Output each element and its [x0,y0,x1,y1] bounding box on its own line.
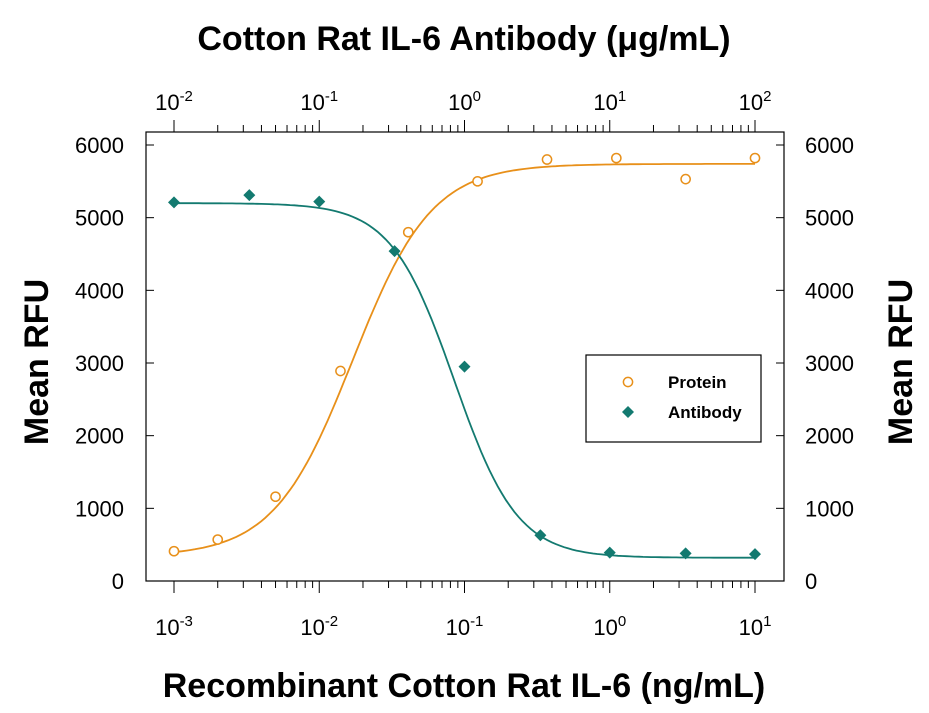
top-tick-label: 10-2 [155,88,193,115]
y-axis-label-right: Mean RFU [882,279,920,445]
right-y-tick-label: 2000 [805,424,854,449]
left-y-axis: 0 1000 2000 3000 4000 5000 6000 [75,133,154,594]
legend-antibody-marker [622,406,634,418]
point-protein [212,534,224,545]
bottom-tick-label: 10-2 [300,613,338,640]
fit-curve-protein [173,162,755,553]
left-y-tick-label: 6000 [75,133,124,158]
right-y-tick-label: 3000 [805,351,854,376]
right-y-tick-label: 4000 [805,278,854,303]
point-antibody [749,548,761,561]
left-y-tick-label: 1000 [75,496,124,521]
point-protein [335,365,346,377]
legend-antibody-label: Antibody [668,403,742,422]
point-antibody [243,189,256,202]
point-protein [270,491,281,503]
point-protein [680,173,691,185]
left-y-tick-label: 3000 [75,351,124,376]
top-tick-label: 10-1 [300,88,338,115]
top-tick-label: 101 [593,88,626,115]
right-y-tick-label: 6000 [805,133,854,158]
chart-title: Cotton Rat IL-6 Antibody (μg/mL) [197,20,730,58]
point-protein [610,152,622,164]
bottom-tick-label: 101 [739,613,772,640]
point-antibody [603,546,616,559]
fit-curves [173,162,755,559]
point-protein [749,152,761,164]
right-y-tick-label: 5000 [805,206,854,231]
right-y-tick-label: 0 [805,569,817,594]
point-protein [168,545,180,557]
data-points [168,152,761,561]
bottom-x-axis: 10-3 10-2 10-1 100 101 [155,581,771,640]
top-tick-label: 100 [448,88,481,115]
point-protein [472,175,483,187]
legend-protein-label: Protein [668,373,727,392]
bottom-tick-label: 100 [593,613,626,640]
bottom-tick-label: 10-3 [155,613,193,640]
top-x-axis: 10-2 10-1 100 101 102 [155,88,771,132]
point-protein [402,226,414,238]
legend-protein-marker [622,376,634,388]
right-y-tick-label: 1000 [805,496,854,521]
legend-box [585,354,762,443]
bottom-tick-label: 10-1 [446,613,484,640]
y-axis-label-left: Mean RFU [18,279,56,445]
legend: Protein Antibody [585,354,762,443]
point-antibody [313,195,326,208]
left-y-tick-label: 4000 [75,278,124,303]
point-antibody [679,547,692,560]
right-y-axis: 0 1000 2000 3000 4000 5000 6000 [776,133,854,594]
point-antibody [458,360,471,373]
left-y-tick-label: 5000 [75,206,124,231]
point-antibody [534,529,547,542]
point-antibody [168,196,180,209]
point-antibody [388,245,401,258]
fit-curve-antibody [174,202,755,559]
left-y-tick-label: 0 [112,569,124,594]
x-axis-label: Recombinant Cotton Rat IL-6 (ng/mL) [163,667,766,705]
point-protein [541,154,553,165]
left-y-tick-label: 2000 [75,424,124,449]
top-tick-label: 102 [739,88,772,115]
